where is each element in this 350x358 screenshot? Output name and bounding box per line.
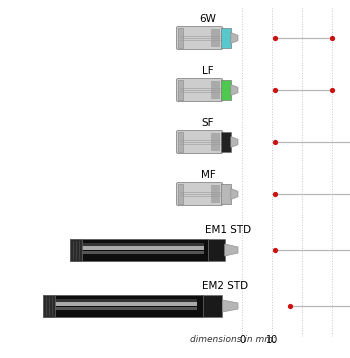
Bar [208,239,225,261]
Bar [178,132,183,152]
Bar [178,184,183,204]
Polygon shape [222,300,238,312]
Bar [70,239,82,261]
Bar [70,239,208,261]
Bar [49,299,197,301]
Bar [211,29,220,47]
Bar [76,246,204,250]
Bar [43,295,55,317]
Bar [178,28,183,48]
FancyBboxPatch shape [176,26,223,49]
Bar [178,80,183,100]
Polygon shape [231,189,238,199]
Text: EM2 STD: EM2 STD [202,281,248,291]
Text: 0: 0 [239,335,245,345]
Bar [49,301,197,306]
Bar [221,132,231,152]
Text: 10: 10 [266,335,278,345]
Text: SF: SF [202,118,214,128]
Text: MF: MF [201,170,215,180]
FancyBboxPatch shape [176,78,223,102]
Polygon shape [231,33,238,44]
Bar [49,308,197,310]
Bar [221,80,231,100]
Polygon shape [231,84,238,96]
Bar [221,28,231,48]
Text: dimensions in mm:: dimensions in mm: [190,335,276,344]
Bar [211,81,220,99]
Text: 6W: 6W [199,14,216,24]
Polygon shape [231,136,238,147]
Bar [221,184,231,204]
FancyBboxPatch shape [176,183,223,205]
Bar [211,133,220,151]
Bar [76,243,204,246]
Bar [211,185,220,203]
Text: LF: LF [202,66,214,76]
Text: EM1 STD: EM1 STD [205,225,251,235]
Bar [43,295,203,317]
Bar [76,251,204,254]
FancyBboxPatch shape [176,131,223,154]
Bar [203,295,222,317]
Polygon shape [225,244,238,256]
